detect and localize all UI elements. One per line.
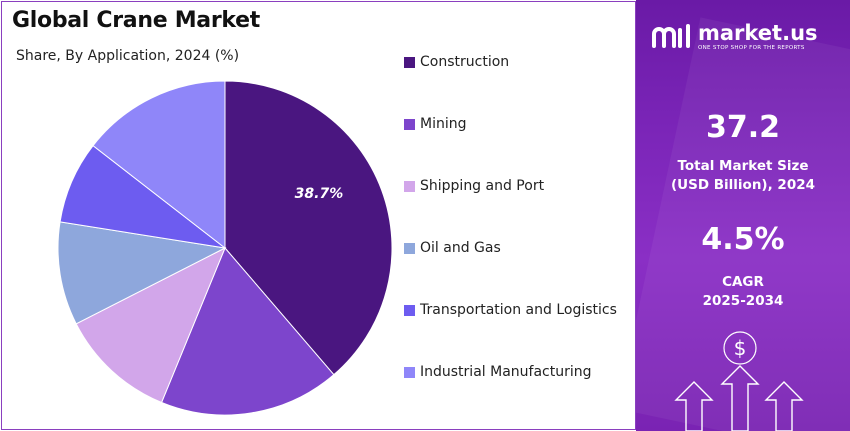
legend-item: Construction xyxy=(404,54,509,70)
legend-item: Shipping and Port xyxy=(404,178,544,194)
chart-subtitle: Share, By Application, 2024 (%) xyxy=(16,48,240,64)
cagr-label: CAGR xyxy=(722,274,764,290)
legend-label: Transportation and Logistics xyxy=(420,302,617,318)
pie-slice-mining xyxy=(160,247,335,416)
chart-panel: Global Crane Market Share, By Applicatio… xyxy=(1,1,636,430)
pie-slice-oil-and-gas xyxy=(57,221,227,325)
market-size-value: 37.2 xyxy=(705,110,781,145)
dollar-icon: $ xyxy=(723,331,757,365)
legend-swatch xyxy=(404,304,415,316)
stats-panel: market.us ONE STOP SHOP FOR THE REPORTS … xyxy=(636,0,850,431)
brand-name: market.us xyxy=(698,21,818,45)
pie-slice-industrial-manufacturing xyxy=(92,80,226,250)
market-size-label-line2: (USD Billion), 2024 xyxy=(670,177,816,193)
pie-slice-shipping-and-port xyxy=(75,246,226,404)
brand-tagline: ONE STOP SHOP FOR THE REPORTS xyxy=(698,45,805,51)
legend-swatch xyxy=(404,118,415,130)
legend-item: Industrial Manufacturing xyxy=(404,364,592,380)
chart-title: Global Crane Market xyxy=(12,8,260,33)
up-arrow-icon xyxy=(674,365,804,431)
svg-text:$: $ xyxy=(734,336,747,360)
legend-item: Oil and Gas xyxy=(404,240,501,256)
legend-label: Oil and Gas xyxy=(420,240,501,256)
market-size-label-line1: Total Market Size xyxy=(677,158,809,174)
pie-slice-construction xyxy=(224,80,393,376)
pie-slice-data-label: 38.7% xyxy=(295,186,344,202)
cagr-period: 2025-2034 xyxy=(702,293,784,309)
legend-item: Mining xyxy=(404,116,467,132)
cagr-value: 4.5% xyxy=(701,222,785,257)
legend-swatch xyxy=(404,242,415,254)
legend-label: Shipping and Port xyxy=(420,178,545,194)
legend-swatch xyxy=(404,180,415,192)
growth-arrows-decoration: $ xyxy=(674,331,804,431)
legend-label: Industrial Manufacturing xyxy=(420,364,592,380)
legend-label: Mining xyxy=(420,116,467,132)
legend-label: Construction xyxy=(420,54,510,70)
brand-logo: market.us ONE STOP SHOP FOR THE REPORTS xyxy=(650,22,818,52)
legend-swatch xyxy=(404,366,415,378)
market-us-logo-icon xyxy=(652,24,690,48)
legend-item: Transportation and Logistics xyxy=(404,302,617,318)
pie-chart: 38.7% xyxy=(57,80,393,416)
legend-swatch xyxy=(404,56,415,68)
